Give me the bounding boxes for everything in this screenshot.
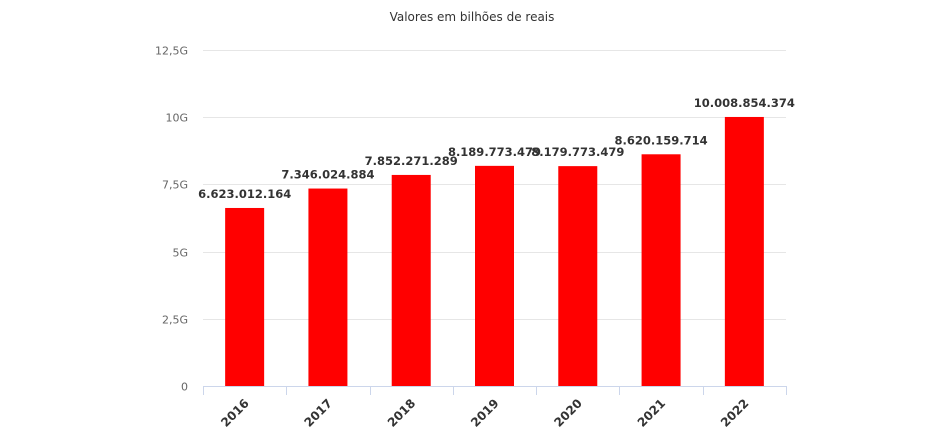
bar-2016[interactable] (225, 207, 265, 386)
bar-2019[interactable] (475, 165, 514, 386)
data-label: 7.852.271.289 (365, 154, 458, 168)
data-label: 8.189.773.479 (448, 145, 541, 159)
x-tick-label: 2017 (302, 396, 336, 430)
bar-2021[interactable] (641, 154, 681, 386)
data-label: 8.179.773.479 (531, 145, 624, 159)
y-tick-label: 5G (172, 247, 188, 260)
x-tick-label: 2021 (635, 396, 669, 430)
data-label: 6.623.012.164 (198, 187, 291, 201)
y-tick-label: 7,5G (162, 179, 188, 192)
bar-2018[interactable] (391, 174, 431, 386)
bar-2022[interactable] (724, 116, 764, 386)
y-tick-label: 10G (165, 112, 188, 125)
y-tick-label: 12,5G (155, 45, 188, 58)
bar-2017[interactable] (308, 188, 348, 386)
data-label: 10.008.854.374 (694, 96, 795, 110)
data-label: 7.346.024.884 (281, 168, 374, 182)
x-tick-label: 2022 (718, 396, 752, 430)
x-tick-label: 2018 (385, 396, 419, 430)
data-label: 8.620.159.714 (615, 133, 708, 147)
x-tick-label: 2020 (551, 396, 585, 430)
x-tick-label: 2019 (468, 396, 502, 430)
y-tick-label: 2,5G (162, 314, 188, 327)
x-tick-label: 2016 (218, 396, 252, 430)
bar-2020[interactable] (558, 166, 598, 386)
y-tick-label: 0 (181, 381, 188, 394)
chart-title: Valores em bilhões de reais (390, 10, 555, 24)
